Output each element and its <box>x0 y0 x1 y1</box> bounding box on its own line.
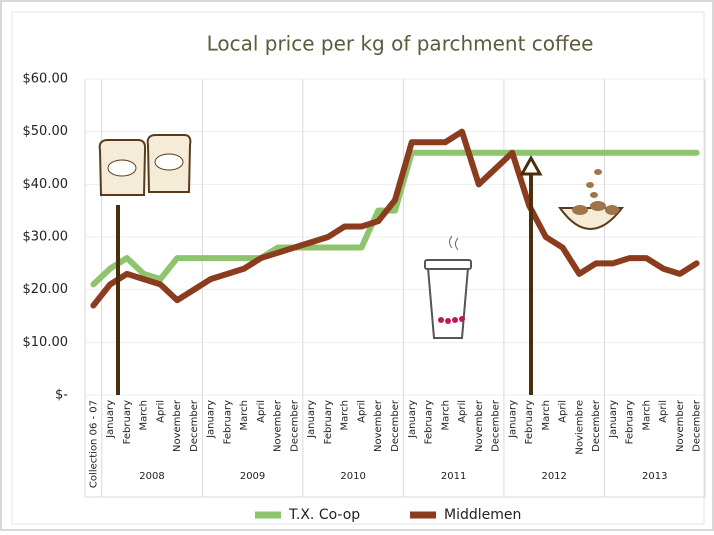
x-tick-label: November <box>373 399 384 452</box>
x-tick-label: February <box>122 400 133 444</box>
x-tick-label: January <box>105 400 116 439</box>
x-tick-label: March <box>541 400 552 430</box>
y-tick-label: $- <box>55 388 68 403</box>
cup-icon <box>426 267 470 339</box>
x-tick-label: February <box>524 400 535 444</box>
y-tick-label: $20.00 <box>23 282 69 297</box>
x-tick-label: March <box>440 400 451 430</box>
x-tick-label: January <box>608 400 619 439</box>
x-tick-label: January <box>206 400 217 439</box>
x-tick-label: Noviembre <box>574 400 585 455</box>
x-tick-label: February <box>222 400 233 444</box>
x-tick-label: December <box>390 399 401 452</box>
x-tick-label: November <box>474 399 485 452</box>
y-tick-label: $10.00 <box>23 335 69 350</box>
y-tick-label: $50.00 <box>23 124 69 139</box>
x-tick-label: January <box>306 400 317 439</box>
x-tick-label: December <box>289 399 300 452</box>
x-tick-label: April <box>356 400 367 423</box>
x-tick-label: January <box>507 400 518 439</box>
arrow-head <box>519 154 543 176</box>
legend-label: T.X. Co-op <box>288 507 360 523</box>
group-label: 2011 <box>441 471 466 482</box>
y-tick-label: $30.00 <box>23 230 69 245</box>
x-tick-label: December <box>591 399 602 452</box>
sack-label <box>107 159 137 177</box>
sack-label <box>154 153 184 171</box>
group-label: 2010 <box>340 471 365 482</box>
y-tick-label: $60.00 <box>23 72 69 87</box>
x-tick-label: February <box>625 400 636 444</box>
x-tick-label: April <box>256 400 267 423</box>
group-label: 2012 <box>541 471 566 482</box>
x-tick-label: April <box>457 400 468 423</box>
group-label: 2009 <box>240 471 265 482</box>
group-label: 2013 <box>642 471 667 482</box>
series-line <box>90 149 700 288</box>
x-tick-label: March <box>139 400 150 430</box>
x-tick-label: December <box>692 399 703 452</box>
x-tick-label: March <box>239 400 250 430</box>
x-tick-label: February <box>424 400 435 444</box>
plot-frame <box>11 11 705 525</box>
x-tick-label: February <box>323 400 334 444</box>
y-tick-label: $40.00 <box>23 177 69 192</box>
legend-label: Middlemen <box>444 507 521 523</box>
x-tick-label: November <box>172 399 183 452</box>
group-label: 2008 <box>139 471 164 482</box>
x-tick-label: April <box>155 400 166 423</box>
decorations <box>98 134 625 395</box>
x-tick-label: November <box>273 399 284 452</box>
cup-lid <box>424 259 472 270</box>
x-tick-label: March <box>340 400 351 430</box>
x-tick-label: November <box>675 399 686 452</box>
x-tick-label: April <box>658 400 669 423</box>
x-tick-label: Collection 06 - 07 <box>88 400 99 488</box>
x-tick-label: April <box>558 400 569 423</box>
chart-title: Local price per kg of parchment coffee <box>207 32 594 56</box>
x-tick-label: December <box>491 399 502 452</box>
steam <box>449 235 459 251</box>
x-tick-label: December <box>189 399 200 452</box>
x-tick-label: March <box>641 400 652 430</box>
x-tick-label: January <box>407 400 418 439</box>
series-line <box>90 128 700 309</box>
